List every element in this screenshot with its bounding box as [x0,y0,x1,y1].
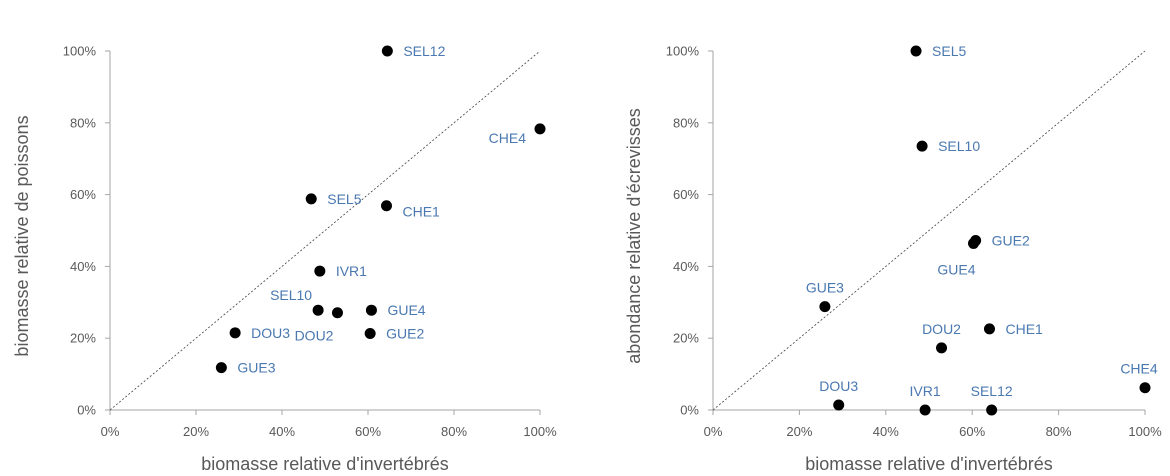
data-point-label: GUE2 [992,233,1030,249]
data-point [534,123,546,135]
y-tick-label: 0% [680,403,699,418]
data-point [331,307,343,319]
x-tick-label: 100% [1128,424,1162,439]
data-point [919,404,931,416]
y-tick-label: 80% [673,115,699,130]
diagonal-reference-line [109,50,541,411]
y-tick-label: 100% [666,44,700,59]
data-point [986,404,998,416]
data-point-label: SEL5 [327,191,361,207]
data-point-label: IVR1 [336,263,367,279]
data-point-label: GUE4 [937,261,975,277]
data-point [983,323,995,335]
y-tick-label: 0% [77,403,96,418]
data-point [365,304,377,316]
diagonal-reference-line [712,50,1146,411]
data-point-label: CHE1 [1005,321,1043,337]
data-point-label: DOU3 [251,325,290,341]
data-point-label: CHE4 [489,130,527,146]
data-point [910,45,922,57]
data-point [229,327,241,339]
x-tick-label: 60% [959,424,985,439]
data-point-label: SEL5 [932,43,966,59]
data-point-label: DOU2 [922,321,961,337]
data-point [936,342,948,354]
chart-1: 0% 20% 40% 60% 80% 100% 0% 20% 40% 60% 80% 100% biom… [12,43,557,474]
data-point [916,140,928,152]
data-point-label: CHE1 [402,204,440,220]
chart-2: 0% 20% 40% 60% 80% 100% 0% 20% 40% 60% 80% 100% biom… [624,43,1162,474]
data-point [967,237,979,249]
y-tick-label: 100% [63,44,97,59]
data-point-label: GUE4 [387,302,425,318]
data-point-label: SEL10 [938,138,980,154]
y-tick-label: 20% [673,331,699,346]
x-tick-label: 0% [704,424,723,439]
data-point-label: SEL10 [270,287,312,303]
data-point-label: DOU2 [295,328,334,344]
data-point [314,265,326,277]
data-point-label: DOU3 [819,378,858,394]
x-axis-title: biomasse relative d'invertébrés [805,454,1053,474]
data-point [833,399,845,411]
data-point [1139,382,1151,394]
data-point [380,200,392,212]
data-point [215,362,227,374]
y-tick-label: 80% [70,115,96,130]
x-tick-label: 60% [355,424,381,439]
x-tick-label: 80% [441,424,467,439]
x-tick-label: 40% [873,424,899,439]
x-tick-label: 100% [523,424,557,439]
y-tick-label: 60% [673,187,699,202]
y-tick-label: 60% [70,187,96,202]
x-tick-label: 80% [1046,424,1072,439]
y-axis-title: biomasse relative de poissons [12,115,32,356]
data-point-label: IVR1 [910,383,941,399]
x-tick-label: 0% [101,424,120,439]
y-tick-label: 20% [70,331,96,346]
data-point-label: SEL12 [971,383,1013,399]
x-tick-label: 20% [786,424,812,439]
y-tick-label: 40% [70,259,96,274]
data-point [305,193,317,205]
x-tick-label: 20% [183,424,209,439]
data-point [819,301,831,313]
x-axis-title: biomasse relative d'invertébrés [201,454,449,474]
data-point [312,304,324,316]
data-point-label: GUE3 [237,360,275,376]
data-point-label: SEL12 [403,43,445,59]
data-point [381,45,393,57]
y-tick-label: 40% [673,259,699,274]
y-axis-title: abondance relative d'écrevisses [624,108,644,364]
x-tick-label: 40% [269,424,295,439]
data-point-label: GUE2 [386,326,424,342]
data-point [364,328,376,340]
data-point-label: CHE4 [1120,361,1158,377]
data-point-label: GUE3 [806,280,844,296]
